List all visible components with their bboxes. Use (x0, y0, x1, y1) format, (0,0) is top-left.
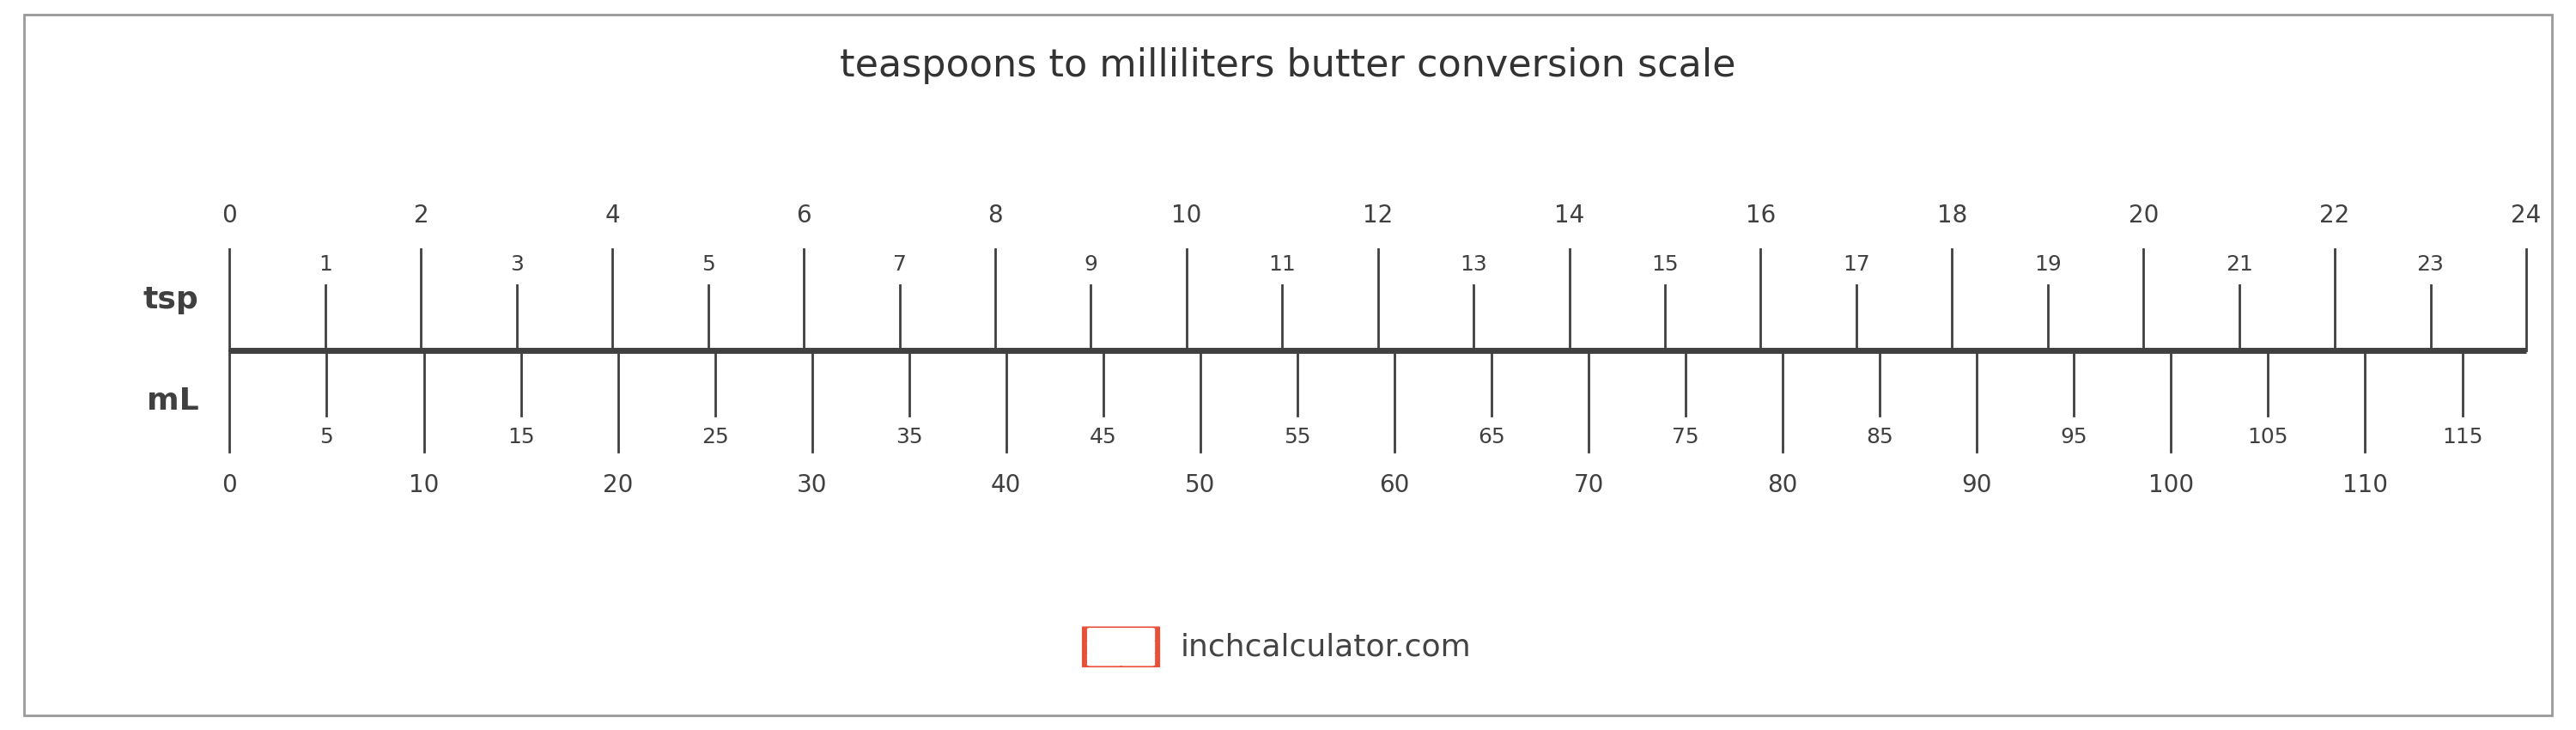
Text: 70: 70 (1574, 474, 1605, 497)
Text: 75: 75 (1672, 426, 1700, 447)
Text: 10: 10 (1172, 204, 1203, 228)
FancyBboxPatch shape (1121, 653, 1154, 665)
Text: 15: 15 (507, 426, 533, 447)
Text: 105: 105 (2249, 426, 2287, 447)
Text: 24: 24 (2512, 204, 2543, 228)
Text: 85: 85 (1865, 426, 1893, 447)
Text: 3: 3 (510, 254, 523, 274)
Text: inchcalculator.com: inchcalculator.com (1180, 632, 1471, 661)
Text: 25: 25 (701, 426, 729, 447)
Text: 0: 0 (222, 204, 237, 228)
Text: 21: 21 (2226, 254, 2254, 274)
Text: 45: 45 (1090, 426, 1118, 447)
Text: 9: 9 (1084, 254, 1097, 274)
Text: 15: 15 (1651, 254, 1680, 274)
Text: teaspoons to milliliters butter conversion scale: teaspoons to milliliters butter conversi… (840, 47, 1736, 84)
Text: 4: 4 (605, 204, 621, 228)
Text: 60: 60 (1378, 474, 1409, 497)
Text: 95: 95 (2061, 426, 2087, 447)
Text: 5: 5 (319, 426, 332, 447)
Text: 110: 110 (2342, 474, 2388, 497)
Text: 12: 12 (1363, 204, 1394, 228)
Text: 5: 5 (701, 254, 716, 274)
Text: 18: 18 (1937, 204, 1968, 228)
Text: 40: 40 (992, 474, 1020, 497)
Text: 50: 50 (1185, 474, 1216, 497)
Text: 2: 2 (412, 204, 428, 228)
Text: 6: 6 (796, 204, 811, 228)
Text: 8: 8 (987, 204, 1002, 228)
Text: 23: 23 (2416, 254, 2445, 274)
Text: 115: 115 (2442, 426, 2483, 447)
Text: 55: 55 (1283, 426, 1311, 447)
Text: 100: 100 (2148, 474, 2195, 497)
Text: 1: 1 (319, 254, 332, 274)
Text: 10: 10 (410, 474, 438, 497)
FancyBboxPatch shape (1121, 641, 1154, 653)
Text: mL: mL (147, 387, 198, 416)
Text: 13: 13 (1461, 254, 1486, 274)
Text: 14: 14 (1553, 204, 1584, 228)
Text: 65: 65 (1479, 426, 1504, 447)
Text: 20: 20 (2128, 204, 2159, 228)
Text: 35: 35 (896, 426, 922, 447)
Text: 0: 0 (222, 474, 237, 497)
FancyBboxPatch shape (1087, 641, 1121, 653)
Text: 11: 11 (1267, 254, 1296, 274)
Text: 22: 22 (2318, 204, 2349, 228)
Text: 16: 16 (1747, 204, 1775, 228)
FancyBboxPatch shape (1087, 629, 1154, 641)
Text: 17: 17 (1842, 254, 1870, 274)
Text: 30: 30 (796, 474, 827, 497)
FancyBboxPatch shape (1087, 653, 1121, 665)
Text: 7: 7 (894, 254, 907, 274)
Text: 80: 80 (1767, 474, 1798, 497)
Text: 19: 19 (2035, 254, 2061, 274)
Text: 90: 90 (1963, 474, 1991, 497)
Text: 20: 20 (603, 474, 634, 497)
Text: tsp: tsp (144, 285, 198, 315)
FancyBboxPatch shape (1082, 627, 1159, 666)
